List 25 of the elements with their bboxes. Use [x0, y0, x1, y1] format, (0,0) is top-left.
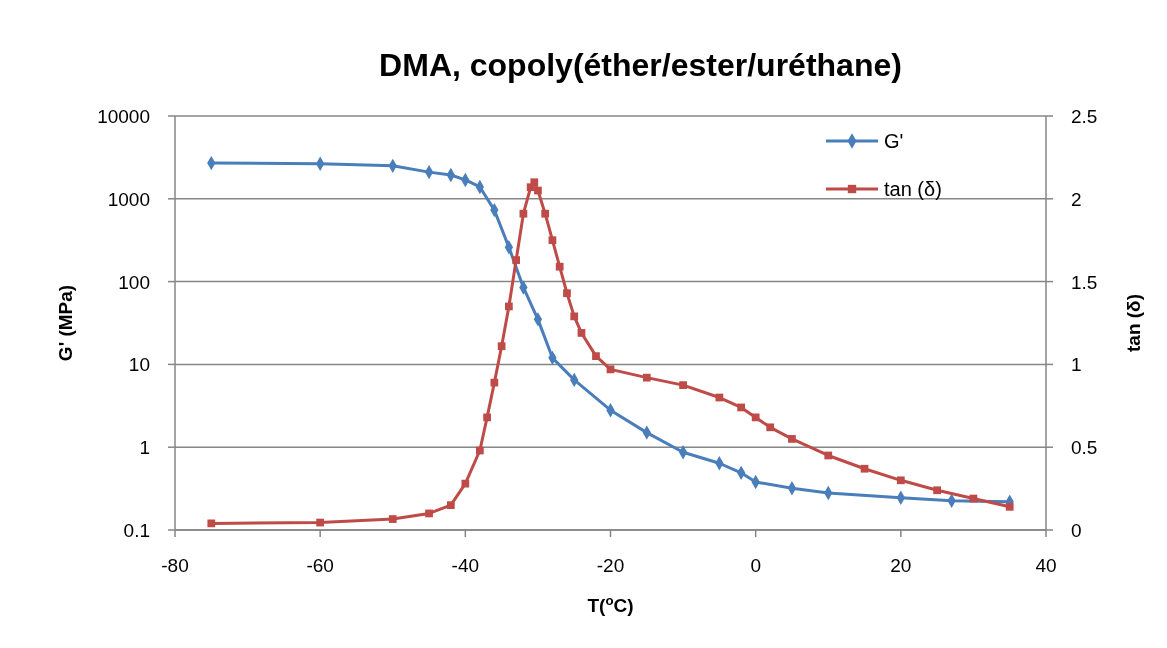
y2-tick-label: 1.5	[1071, 271, 1098, 293]
y2-tick-label: 1	[1071, 354, 1082, 376]
x-tick-label: 0	[750, 555, 761, 576]
y-tick-label: 1000	[107, 188, 150, 210]
y-tick-label: 0.1	[123, 520, 150, 541]
y2-tick-label: 2	[1071, 188, 1082, 210]
y-axis-title: G' (MPa)	[55, 284, 76, 362]
y-tick-label: 10000	[97, 106, 150, 127]
x-tick-label: -40	[451, 555, 480, 576]
y2-tick-label: 2.5	[1071, 106, 1098, 127]
y-tick-label: 1	[139, 437, 150, 459]
x-tick-label: 20	[890, 555, 912, 576]
legend-label: tan (δ)	[884, 178, 942, 200]
chart-title: DMA, copoly(éther/ester/uréthane)	[379, 47, 902, 83]
x-tick-label: -60	[306, 555, 334, 576]
y-tick-label: 100	[118, 271, 150, 293]
x-tick-label: -20	[596, 555, 625, 576]
x-tick-label: -80	[161, 555, 189, 576]
x-axis-title: T($^{o}$C)	[587, 592, 634, 616]
y-tick-label: 10	[128, 354, 150, 376]
legend-label: G'	[884, 130, 904, 152]
y2-tick-label: 0	[1071, 520, 1082, 541]
y2-axis-title: tan (δ)	[1123, 294, 1144, 352]
x-tick-label: 40	[1035, 555, 1057, 576]
y2-tick-label: 0.5	[1071, 437, 1098, 459]
